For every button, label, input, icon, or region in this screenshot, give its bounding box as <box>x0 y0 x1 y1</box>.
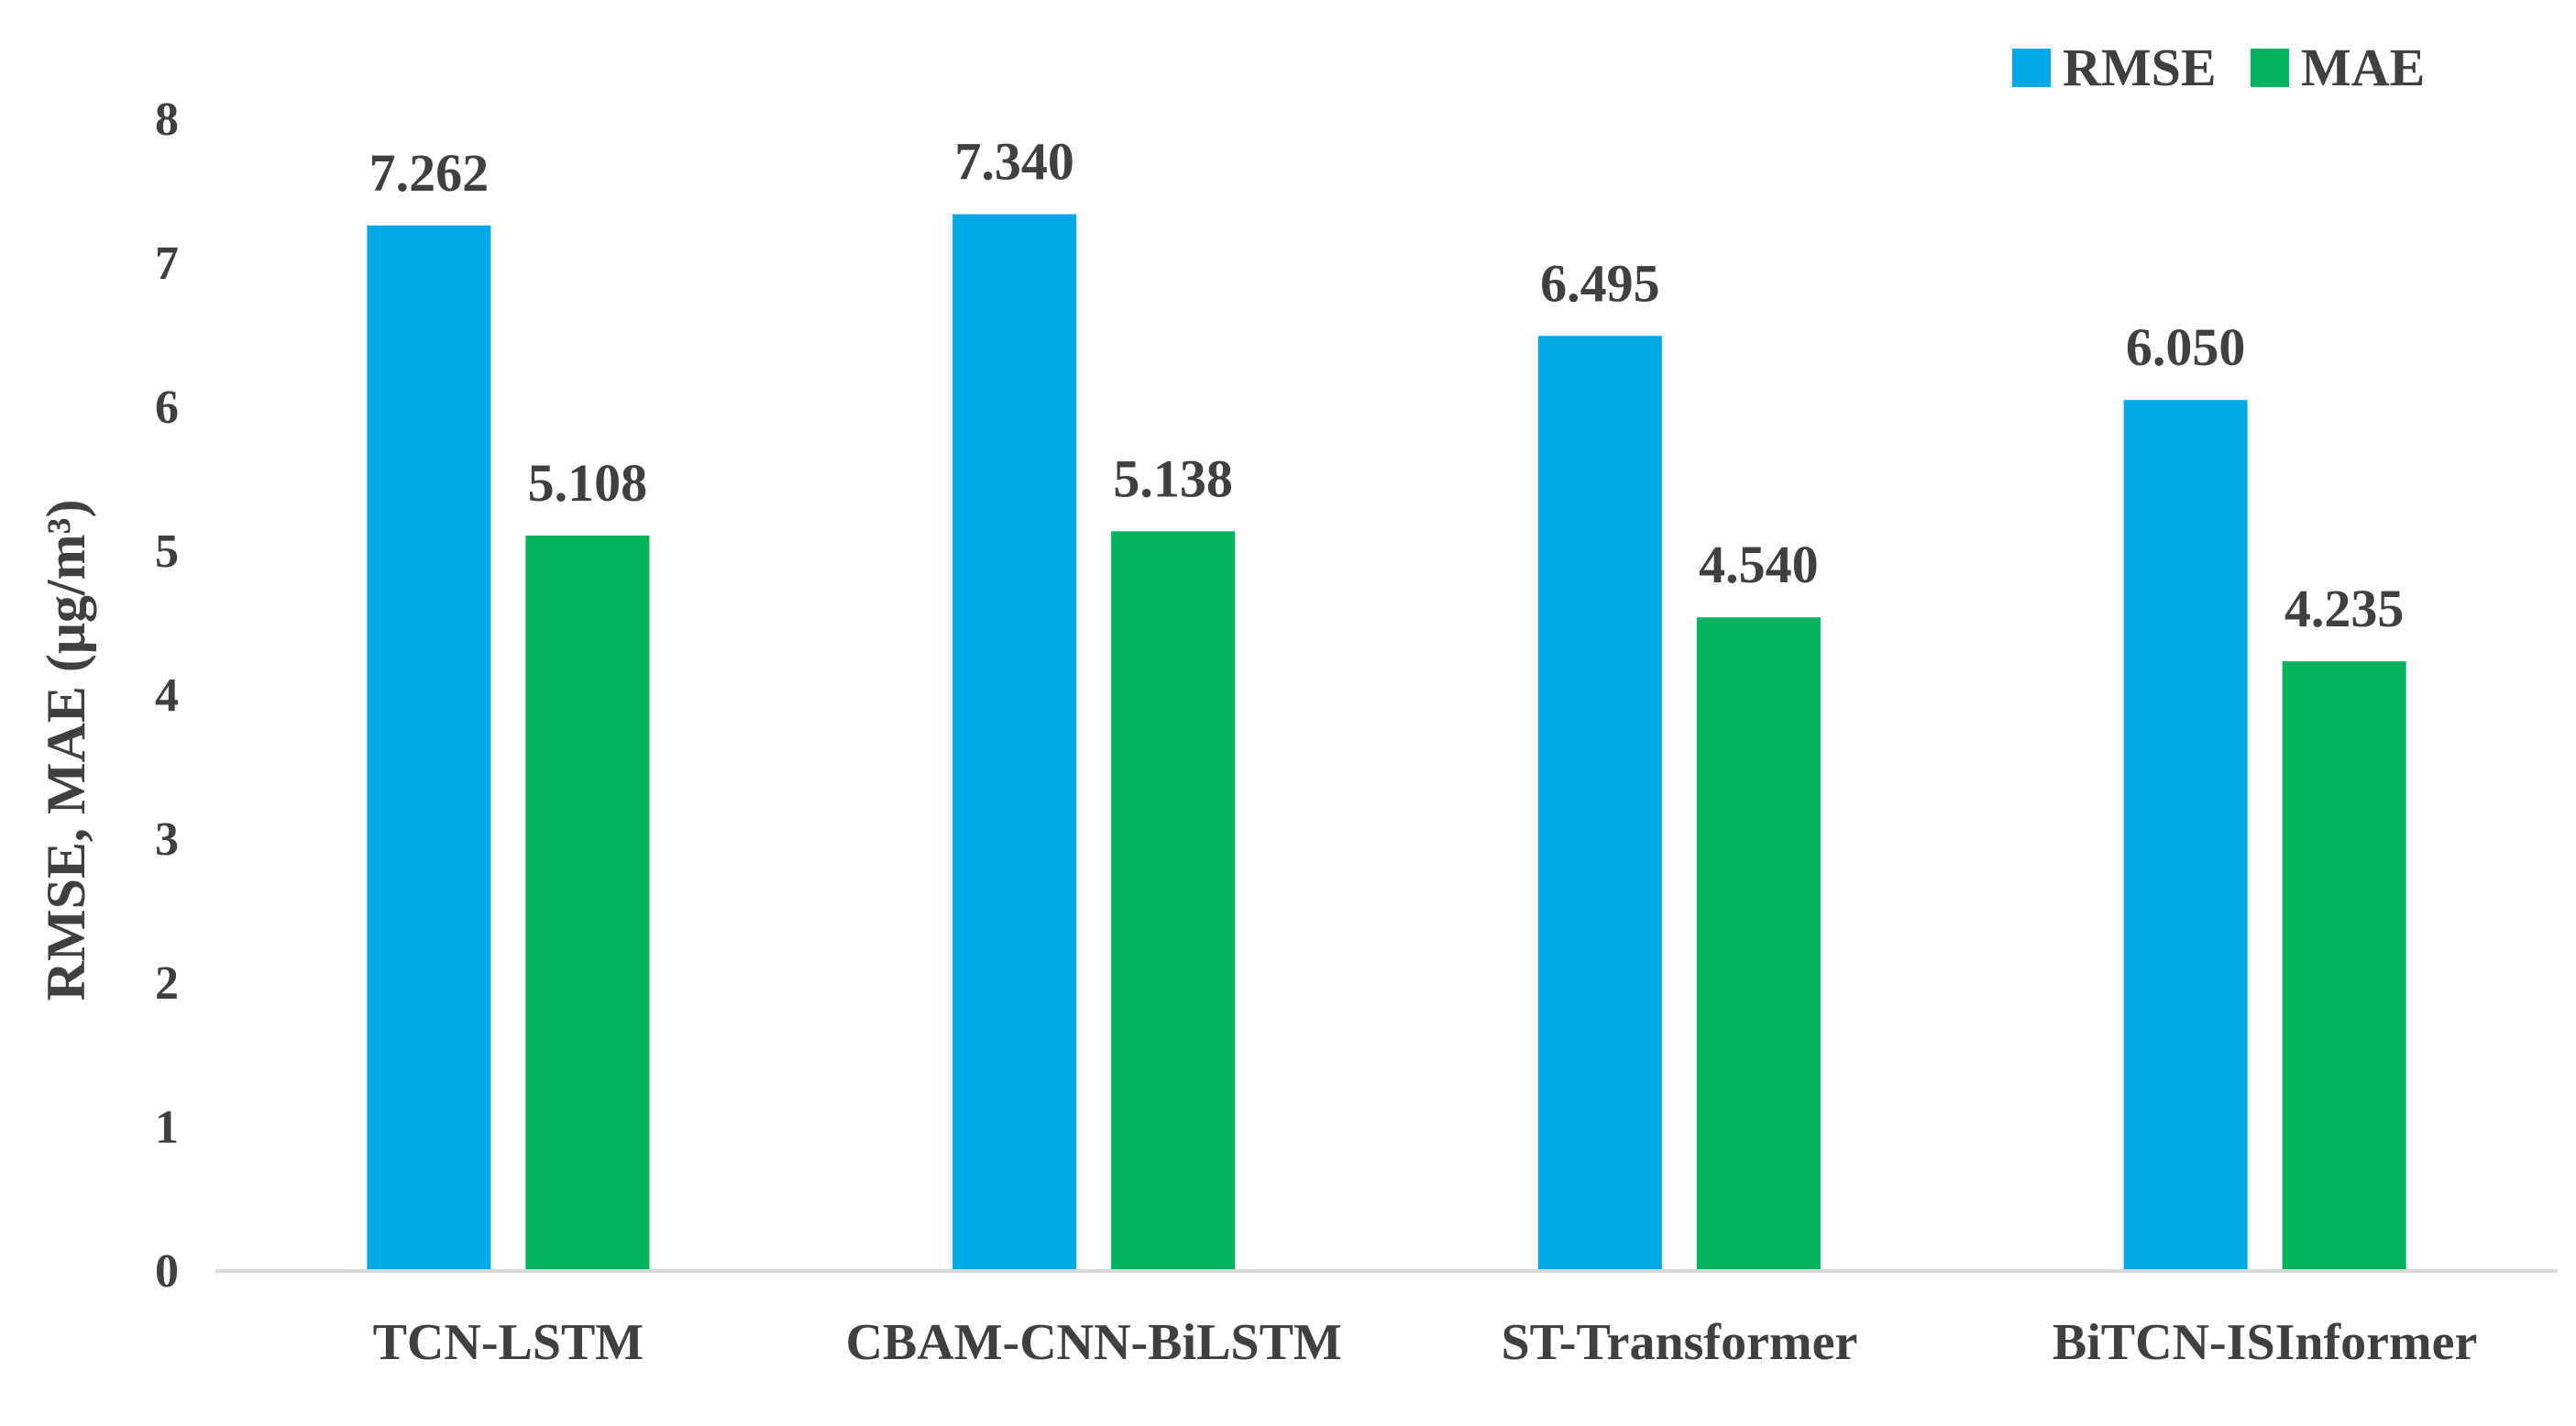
bar-mae-1 <box>525 536 650 1271</box>
y-tick-label: 4 <box>155 669 179 722</box>
bar-mae-4 <box>2282 661 2406 1271</box>
bar-rmse-3 <box>1537 336 1662 1271</box>
bar-rmse-1 <box>367 225 491 1272</box>
legend-label-mae: MAE <box>2301 38 2425 97</box>
legend: RMSE MAE <box>2012 38 2425 97</box>
bar-data-labels: 7.262 5.108 7.340 5.138 6.495 4.540 6.050 4.235 <box>369 132 2405 638</box>
data-label-mae-1: 5.108 <box>528 453 648 513</box>
y-tick-label: 8 <box>155 94 179 146</box>
data-label-rmse-3: 6.495 <box>1540 253 1660 313</box>
data-label-mae-4: 4.235 <box>2284 579 2405 638</box>
data-label-rmse-2: 7.340 <box>954 132 1074 192</box>
bar-rmse-2 <box>952 214 1077 1271</box>
y-tick-label: 1 <box>155 1101 179 1154</box>
y-axis-ticks: 0 1 2 3 4 5 6 7 8 <box>155 94 179 1298</box>
y-tick-label: 0 <box>155 1245 179 1298</box>
data-label-rmse-4: 6.050 <box>2126 317 2246 377</box>
data-label-rmse-1: 7.262 <box>369 143 490 203</box>
bar-mae-3 <box>1696 617 1821 1271</box>
data-label-mae-2: 5.138 <box>1113 448 1233 508</box>
x-category-label: BiTCN-ISInformer <box>2053 1314 2478 1371</box>
legend-label-rmse: RMSE <box>2063 38 2217 97</box>
x-category-label: CBAM-CNN-BiLSTM <box>845 1314 1341 1371</box>
x-axis-category-labels: TCN-LSTM CBAM-CNN-BiLSTM ST-Transformer BiT… <box>373 1314 2478 1371</box>
y-tick-label: 7 <box>155 238 179 290</box>
y-axis-label: RMSE, MAE (μg/m³) <box>36 500 96 1001</box>
y-axis-label-group: RMSE, MAE (μg/m³) <box>36 500 96 1001</box>
bars <box>367 214 2406 1272</box>
y-tick-label: 2 <box>155 957 179 1010</box>
y-tick-label: 5 <box>155 525 179 578</box>
data-label-mae-3: 4.540 <box>1699 535 1819 594</box>
y-tick-label: 6 <box>155 381 179 434</box>
y-tick-label: 3 <box>155 813 179 866</box>
legend-swatch-rmse <box>2012 49 2051 87</box>
x-category-label: ST-Transformer <box>1501 1314 1857 1371</box>
bar-rmse-4 <box>2123 400 2248 1271</box>
x-category-label: TCN-LSTM <box>373 1314 644 1371</box>
legend-swatch-mae <box>2251 49 2289 87</box>
bar-mae-2 <box>1111 531 1236 1271</box>
